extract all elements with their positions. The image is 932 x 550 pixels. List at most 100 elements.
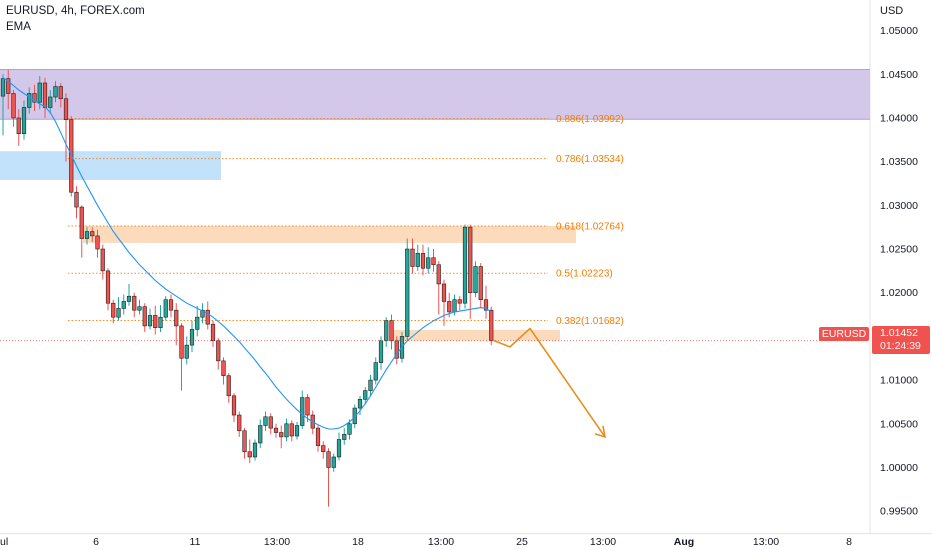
candle-body bbox=[90, 231, 95, 237]
candle bbox=[258, 419, 263, 449]
candle-body bbox=[21, 107, 27, 134]
candle-body bbox=[174, 309, 179, 327]
candle-body bbox=[478, 266, 483, 301]
candle-body bbox=[447, 301, 452, 313]
ema-line bbox=[2, 77, 492, 430]
candle bbox=[58, 83, 63, 108]
candle-body bbox=[300, 397, 305, 426]
candle bbox=[231, 393, 237, 423]
candle-body bbox=[137, 306, 142, 311]
candle-body bbox=[179, 325, 184, 359]
candle bbox=[347, 419, 352, 440]
candle-body bbox=[63, 98, 69, 121]
candle bbox=[331, 453, 336, 472]
candle-body bbox=[237, 414, 242, 432]
candle-body bbox=[184, 344, 189, 359]
time-tick-label: 25 bbox=[516, 536, 528, 548]
candle-body bbox=[205, 309, 210, 325]
candle-body bbox=[268, 416, 273, 429]
candle-body bbox=[289, 423, 294, 437]
candle-body bbox=[462, 226, 468, 304]
candle-body bbox=[315, 427, 321, 446]
candle bbox=[368, 374, 373, 396]
candle bbox=[315, 425, 321, 452]
candle-body bbox=[95, 235, 100, 250]
candle-body bbox=[105, 270, 111, 304]
candle bbox=[405, 238, 410, 341]
candle-body bbox=[441, 283, 447, 302]
candle-body bbox=[357, 399, 363, 409]
candle bbox=[226, 373, 231, 403]
candle-body bbox=[452, 299, 457, 313]
candle bbox=[357, 395, 363, 416]
candle-body bbox=[373, 362, 378, 381]
candle bbox=[305, 394, 310, 423]
candle bbox=[147, 308, 153, 330]
candle-body bbox=[263, 416, 268, 426]
candle bbox=[478, 263, 483, 309]
fib-level-label: 0.382(1.01682) bbox=[556, 316, 624, 327]
candle-body bbox=[210, 323, 216, 342]
candle-body bbox=[473, 266, 478, 294]
candle-body bbox=[216, 340, 221, 362]
candle bbox=[174, 303, 179, 346]
candle-body bbox=[410, 248, 415, 267]
candle-body bbox=[420, 253, 426, 269]
candle-body bbox=[147, 315, 153, 327]
candle-body bbox=[189, 329, 195, 346]
candle bbox=[363, 387, 368, 405]
candle-body bbox=[273, 427, 279, 433]
candle-body bbox=[389, 320, 394, 342]
candle bbox=[279, 425, 284, 449]
candle-body bbox=[126, 295, 132, 302]
ema-indicator-label[interactable]: EMA bbox=[6, 21, 31, 33]
candle-body bbox=[258, 425, 263, 444]
candle-body bbox=[0, 78, 6, 97]
candle bbox=[126, 283, 132, 306]
symbol-title[interactable]: EURUSD, 4h, FOREX.com bbox=[6, 5, 145, 17]
candle bbox=[289, 420, 294, 442]
candle bbox=[447, 292, 452, 318]
candle bbox=[42, 77, 48, 118]
candle-body bbox=[195, 316, 200, 330]
candle bbox=[27, 87, 32, 114]
time-tick-label: 18 bbox=[352, 536, 364, 548]
candle-body bbox=[247, 451, 252, 458]
candle-body bbox=[226, 375, 231, 397]
candle-body bbox=[426, 257, 431, 269]
candle bbox=[90, 227, 95, 243]
price-tick-label: 1.04500 bbox=[880, 69, 918, 81]
candle-body bbox=[100, 248, 105, 272]
price-tick-label: 1.04000 bbox=[880, 112, 918, 124]
projection-arrowhead bbox=[594, 425, 607, 439]
candle-body bbox=[378, 340, 384, 363]
candle bbox=[252, 439, 258, 461]
candle-body bbox=[11, 93, 16, 119]
candle bbox=[342, 428, 347, 445]
candle bbox=[410, 238, 415, 274]
candle-body bbox=[342, 433, 347, 440]
last-price-value: 1.01452 bbox=[880, 327, 918, 339]
candle bbox=[210, 320, 216, 347]
candle bbox=[168, 294, 174, 318]
time-tick-label: 13:00 bbox=[590, 536, 616, 548]
candle-body bbox=[489, 309, 494, 342]
candle bbox=[74, 186, 79, 219]
candle bbox=[373, 357, 378, 385]
fib-level-label: 0.5(1.02223) bbox=[556, 269, 613, 280]
time-tick-label: ul bbox=[0, 536, 8, 548]
candle bbox=[431, 249, 436, 272]
candle-body bbox=[305, 397, 310, 416]
candle bbox=[247, 439, 252, 464]
candle-body bbox=[279, 432, 284, 438]
price-tick-label: 1.02500 bbox=[880, 244, 918, 256]
candle bbox=[284, 418, 289, 442]
candle bbox=[95, 229, 100, 258]
price-tick-label: 1.00500 bbox=[880, 418, 918, 430]
candle-body bbox=[111, 302, 116, 318]
candle bbox=[415, 244, 420, 271]
candle bbox=[237, 411, 242, 437]
bar-countdown: 01:24:39 bbox=[880, 340, 921, 352]
candle bbox=[116, 297, 121, 321]
